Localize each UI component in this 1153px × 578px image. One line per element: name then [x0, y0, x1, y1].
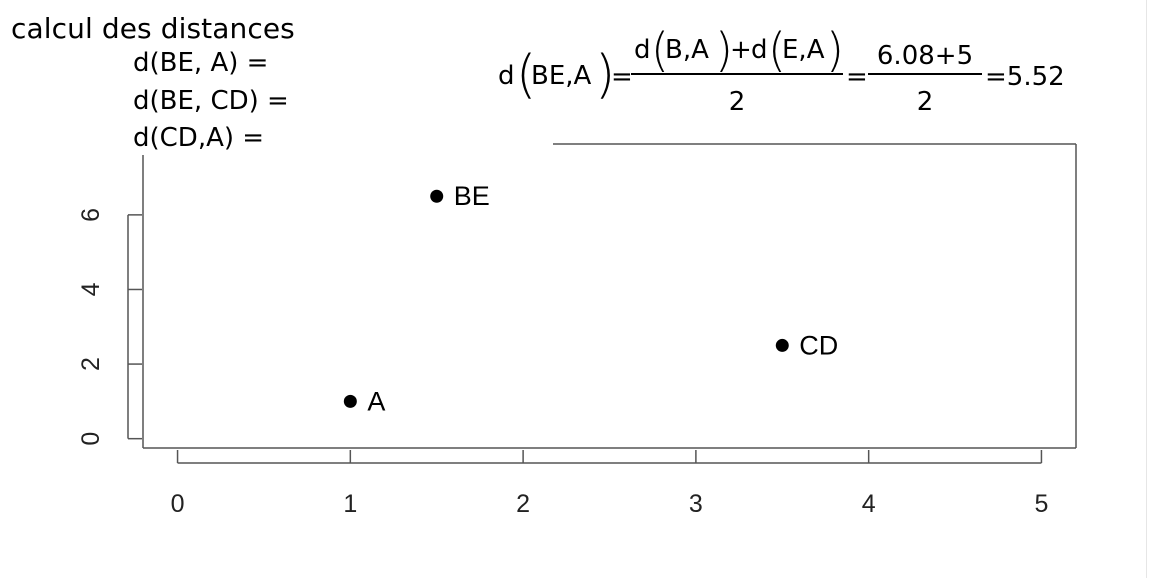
formula-den2: 2	[917, 87, 934, 117]
formula-num-term2-close-paren: )	[826, 23, 844, 77]
x-tick-label: 3	[689, 490, 703, 518]
formula-num2: 6.08+5	[877, 41, 973, 71]
formula-plus: +	[730, 35, 752, 65]
x-tick-label: 2	[516, 490, 530, 518]
data-points: A BE CD	[343, 181, 838, 416]
formula-lhs-arg: BE,A	[531, 61, 592, 91]
formula-num-term1-arg: B,A	[665, 35, 709, 65]
formula-lhs-open-paren: (	[516, 45, 536, 105]
data-point-label-a: A	[367, 386, 385, 416]
x-axis: 0 1 2 3 4 5	[171, 450, 1048, 518]
data-point-cd	[775, 338, 789, 352]
x-tick-label: 4	[862, 490, 876, 518]
formula-num-term2-fn: d	[751, 35, 768, 65]
formula: d ( BE,A ) = d ( B,A ) + d ( E,A ) 2 = 6…	[498, 23, 1065, 117]
y-tick-label: 0	[77, 432, 105, 446]
formula-den1: 2	[729, 87, 746, 117]
y-tick-label: 2	[77, 357, 105, 371]
formula-result: =5.52	[985, 62, 1065, 92]
distance-line-be-cd: d(BE, CD) =	[133, 86, 289, 116]
formula-num-term1-open-paren: (	[651, 23, 669, 77]
page-edge-divider	[1146, 0, 1147, 578]
y-axis: 0 2 4 6	[77, 208, 142, 446]
y-tick-label: 4	[77, 282, 105, 296]
distance-line-be-a: d(BE, A) =	[133, 48, 269, 78]
formula-num-term1-fn: d	[634, 35, 651, 65]
data-point-a	[343, 394, 357, 408]
y-tick-label: 6	[77, 208, 105, 222]
distance-line-cd-a: d(CD,A) =	[133, 123, 265, 153]
data-point-label-cd: CD	[799, 330, 838, 360]
page-heading: calcul des distances	[11, 12, 295, 45]
formula-num-term2-open-paren: (	[768, 23, 786, 77]
data-point-label-be: BE	[454, 181, 490, 211]
formula-eq1: =	[611, 62, 633, 92]
x-tick-label: 1	[343, 490, 357, 518]
x-tick-label: 0	[171, 490, 185, 518]
formula-lhs-fn: d	[498, 61, 515, 91]
formula-num-term2-arg: E,A	[782, 35, 825, 65]
data-point-be	[430, 189, 444, 203]
formula-lhs-close-paren: )	[595, 45, 615, 105]
x-tick-label: 5	[1034, 490, 1048, 518]
formula-num-term1-close-paren: )	[715, 23, 733, 77]
formula-eq2: =	[846, 62, 868, 92]
